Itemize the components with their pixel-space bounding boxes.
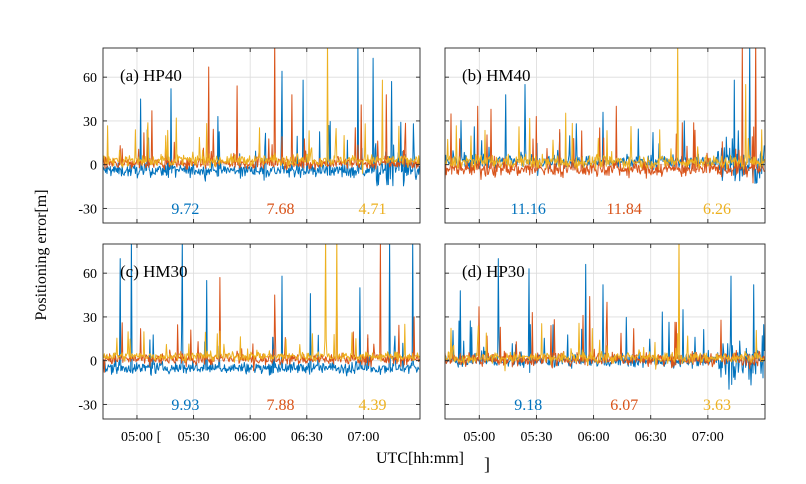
annotation-value: 7.88 bbox=[267, 397, 295, 414]
x-tick-label: 07:00 bbox=[347, 430, 379, 445]
panel-label: (a) HP40 bbox=[120, 66, 182, 85]
annotation-value: 6.26 bbox=[703, 201, 731, 218]
panel-label: (d) HP30 bbox=[462, 262, 525, 281]
annotation-value: 7.68 bbox=[267, 201, 295, 218]
annotation-value: 6.07 bbox=[610, 397, 638, 414]
y-axis-label: Positioning error[m] bbox=[33, 189, 50, 320]
series-line-3 bbox=[445, 244, 765, 372]
series-line-3 bbox=[103, 244, 420, 363]
x-tick-label: 05:30 bbox=[178, 430, 210, 445]
panel-4: 05:00 05:30 06:00 06:30 07:00 (d) HP30 9.18 6.0… bbox=[444, 243, 766, 445]
x-tick-label: 05:30 bbox=[520, 430, 552, 445]
axes-frame bbox=[102, 47, 421, 224]
x-tick-label: 07:00 bbox=[692, 430, 724, 445]
y-tick-label: 0 bbox=[90, 355, 97, 370]
annotation-value: 4.71 bbox=[358, 201, 386, 218]
axes-frame bbox=[444, 243, 766, 420]
series-group bbox=[103, 48, 420, 187]
y-tick-label: 0 bbox=[90, 159, 97, 174]
annotation-value: 3.63 bbox=[703, 397, 731, 414]
x-axis-label: UTC[hh:mm] bbox=[376, 450, 464, 467]
annotation-value: 9.18 bbox=[514, 397, 542, 414]
x-tick-label: 06:30 bbox=[635, 430, 667, 445]
panel-3: -30 0 30 60 05:00 05:30 06:00 06:30 07:00 (c) HM3… bbox=[78, 243, 421, 445]
series-line-3 bbox=[103, 48, 420, 174]
y-tick-label: -30 bbox=[78, 398, 97, 413]
series-line-1 bbox=[103, 244, 420, 377]
panel-label: (b) HM40 bbox=[462, 66, 530, 85]
y-tick-label: 30 bbox=[83, 311, 97, 326]
x-tick-label: 06:00 bbox=[234, 430, 266, 445]
panel-2: (b) HM40 11.16 11.84 6.26 bbox=[444, 47, 766, 224]
y-tick-label: -30 bbox=[78, 202, 97, 217]
axes-frame bbox=[102, 243, 421, 420]
annotation-value: 11.16 bbox=[510, 201, 545, 218]
x-tick-label: 06:30 bbox=[291, 430, 323, 445]
x-tick-label: 05:00 bbox=[463, 430, 495, 445]
panels: -30 0 30 60 (a) HP40 9.72 7.68 4.71 (b) HM40 11.1… bbox=[78, 47, 766, 445]
annotation-value: 9.72 bbox=[171, 201, 199, 218]
annotation-value: 4.39 bbox=[358, 397, 386, 414]
series-group bbox=[445, 48, 765, 184]
series-group bbox=[103, 244, 420, 377]
panel-1: -30 0 30 60 (a) HP40 9.72 7.68 4.71 bbox=[78, 47, 421, 224]
series-line-1 bbox=[103, 48, 420, 187]
x-tick-label: 06:00 bbox=[578, 430, 610, 445]
annotation-value: 11.84 bbox=[606, 201, 641, 218]
series-group bbox=[445, 244, 765, 390]
y-tick-label: 60 bbox=[83, 71, 97, 86]
series-line-2 bbox=[445, 296, 765, 370]
series-line-3 bbox=[445, 48, 765, 172]
stray-mark-right: ] bbox=[484, 454, 490, 474]
annotation-value: 9.93 bbox=[171, 397, 199, 414]
y-tick-label: 60 bbox=[83, 267, 97, 282]
axes-frame bbox=[444, 47, 766, 224]
y-tick-label: 30 bbox=[83, 115, 97, 130]
panel-label: (c) HM30 bbox=[120, 262, 188, 281]
stray-mark-left: [ bbox=[157, 430, 162, 445]
x-tick-label: 05:00 bbox=[121, 430, 153, 445]
